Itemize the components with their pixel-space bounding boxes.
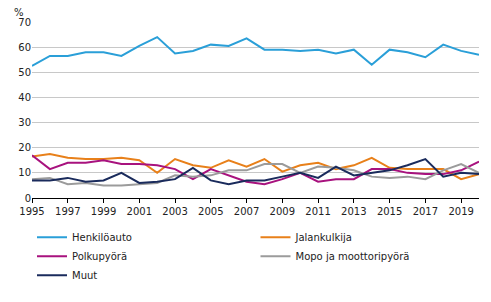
svg-text:Mopo ja moottoripyörä: Mopo ja moottoripyörä [296, 251, 410, 262]
svg-text:2005: 2005 [198, 206, 223, 217]
svg-text:Jalankulkija: Jalankulkija [295, 232, 352, 243]
svg-text:30: 30 [18, 117, 31, 128]
svg-text:2019: 2019 [448, 206, 473, 217]
svg-text:2015: 2015 [377, 206, 402, 217]
svg-text:2009: 2009 [270, 206, 295, 217]
svg-text:70: 70 [18, 17, 31, 28]
svg-text:1999: 1999 [91, 206, 116, 217]
svg-text:10: 10 [18, 167, 31, 178]
svg-text:50: 50 [18, 67, 31, 78]
svg-text:20: 20 [18, 142, 31, 153]
svg-text:2001: 2001 [127, 206, 152, 217]
svg-text:Muut: Muut [72, 270, 97, 281]
svg-text:Polkupyörä: Polkupyörä [72, 251, 127, 262]
svg-text:2007: 2007 [234, 206, 259, 217]
svg-text:2003: 2003 [162, 206, 187, 217]
svg-text:60: 60 [18, 42, 31, 53]
svg-text:2017: 2017 [413, 206, 438, 217]
svg-text:%: % [14, 7, 24, 18]
svg-text:Henkilöauto: Henkilöauto [72, 232, 132, 243]
svg-text:40: 40 [18, 92, 31, 103]
svg-text:0: 0 [25, 193, 31, 204]
svg-text:1997: 1997 [55, 206, 80, 217]
svg-text:2013: 2013 [341, 206, 366, 217]
svg-text:1995: 1995 [19, 206, 44, 217]
svg-text:2011: 2011 [305, 206, 330, 217]
